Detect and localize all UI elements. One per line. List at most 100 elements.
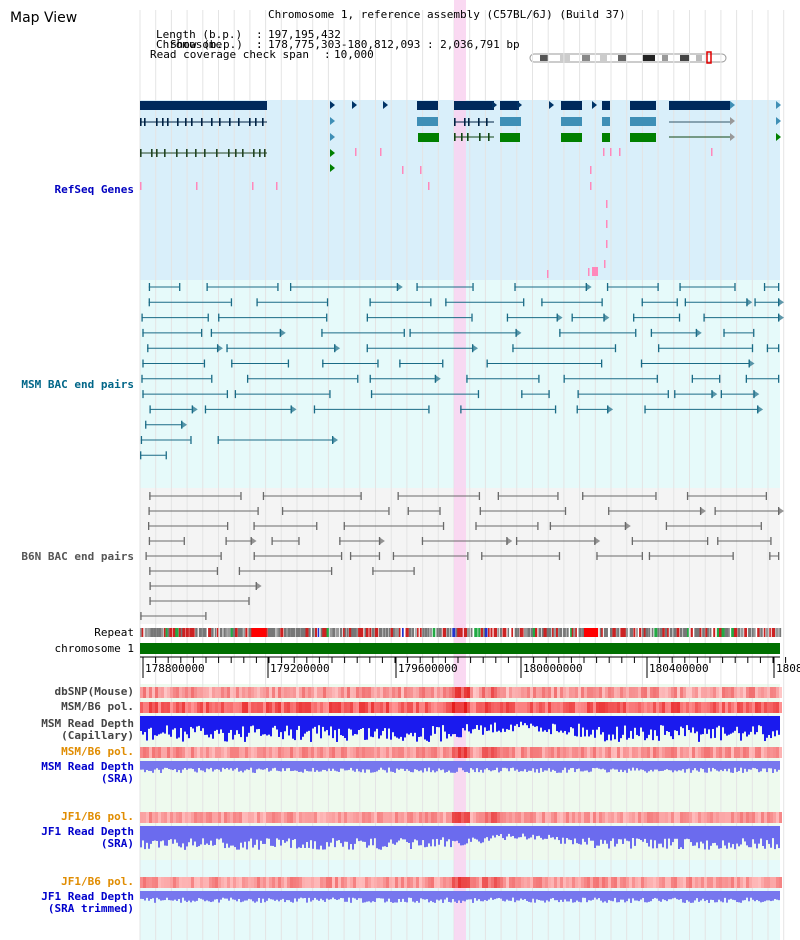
track-label-msm-bac[interactable]: MSM BAC end pairs [21,378,134,391]
read-depth-bar [552,761,554,770]
read-depth-bar [332,891,334,898]
b6n-bac-pair-end [549,522,552,530]
read-depth-bar [574,826,576,839]
variant-density-cell [641,687,644,698]
variant-density-cell [383,877,386,888]
gene-exon [177,118,179,126]
variant-density-cell [677,812,680,823]
variant-density-cell [545,877,548,888]
variant-density-cell [476,812,479,823]
variant-density-cell [335,812,338,823]
variant-density-cell [230,877,233,888]
read-depth-bar [246,716,248,737]
b6n-bac-pair-end [475,522,477,530]
variant-density-cell [263,747,266,758]
repeat-element [504,628,507,637]
read-depth-bar [664,761,666,770]
track-label-msm-depth-sra: MSM Read Depth (SRA) [41,761,134,785]
read-depth-bar [240,761,242,771]
gene-exon [186,149,188,157]
variant-density-cell [446,812,449,823]
read-depth-bar [206,761,208,769]
repeat-element [490,628,493,637]
read-depth-bar [480,891,482,902]
variant-density-cell [395,877,398,888]
track-label-refseq-genes[interactable]: RefSeq Genes [54,183,134,196]
read-depth-bar [142,716,144,735]
read-depth-bar [296,761,298,771]
read-depth-bar [656,761,658,770]
variant-density-cell [146,877,149,888]
read-depth-bar [626,826,628,841]
b6n-bac-pair-end [717,537,719,545]
variant-density-cell [683,877,686,888]
read-depth-bar [286,891,288,901]
read-depth-bar [300,891,302,898]
variant-density-cell [545,687,548,698]
read-depth-bar [460,826,462,846]
variant-density-cell [776,747,779,758]
variant-density-cell [377,687,380,698]
read-depth-bar [464,891,466,902]
read-depth-bar [516,891,518,901]
variant-density-cell [467,747,470,758]
read-depth-bar [668,716,670,732]
read-depth-bar [390,716,392,740]
read-depth-bar [586,761,588,771]
variant-density-cell [575,812,578,823]
read-depth-bar [304,826,306,848]
variant-density-cell [443,747,446,758]
variant-density-cell [392,877,395,888]
variant-density-cell [731,747,734,758]
msm-bac-pair-end [633,313,635,322]
variant-density-cell [521,877,524,888]
variant-density-cell [518,812,521,823]
variant-density-cell [509,702,512,713]
repeat-element [388,628,391,637]
variant-density-cell [218,877,221,888]
variant-density-cell [452,687,455,698]
read-depth-bar [166,891,168,898]
variant-density-cell [203,812,206,823]
variant-density-cell [365,702,368,713]
read-depth-bar [640,716,642,728]
variant-density-cell [173,747,176,758]
read-depth-bar [302,826,304,845]
read-depth-bar [246,761,248,770]
b6n-bac-pair-end [714,507,716,515]
read-depth-bar [158,891,160,900]
read-depth-bar [298,891,300,899]
read-depth-bar [522,891,524,900]
variant-density-cell [434,687,437,698]
read-depth-bar [370,761,372,773]
read-depth-bar [232,761,234,771]
variant-density-cell [236,812,239,823]
read-depth-bar [392,826,394,844]
read-depth-bar [322,891,324,901]
variant-density-cell [626,877,629,888]
variant-density-cell [251,702,254,713]
variant-density-cell [587,812,590,823]
variant-density-cell [578,702,581,713]
read-depth-bar [340,826,342,844]
read-depth-bar [614,716,616,740]
variant-density-cell [500,877,503,888]
read-depth-bar [504,761,506,768]
read-depth-bar [734,761,736,768]
read-depth-bar [490,761,492,772]
read-depth-bar [446,716,448,739]
variant-density-cell [632,702,635,713]
variant-density-cell [521,812,524,823]
variant-density-cell [566,812,569,823]
variant-density-cell [428,687,431,698]
variant-density-cell [536,702,539,713]
b6n-bac-pair-end [770,537,772,545]
variant-density-cell [488,877,491,888]
track-label-b6n-bac[interactable]: B6N BAC end pairs [21,550,134,563]
read-depth-bar [764,826,766,849]
msm-bac-pair-arrow [778,313,784,322]
read-depth-bar [498,761,500,773]
variant-density-cell [260,702,263,713]
read-depth-bar [580,761,582,772]
